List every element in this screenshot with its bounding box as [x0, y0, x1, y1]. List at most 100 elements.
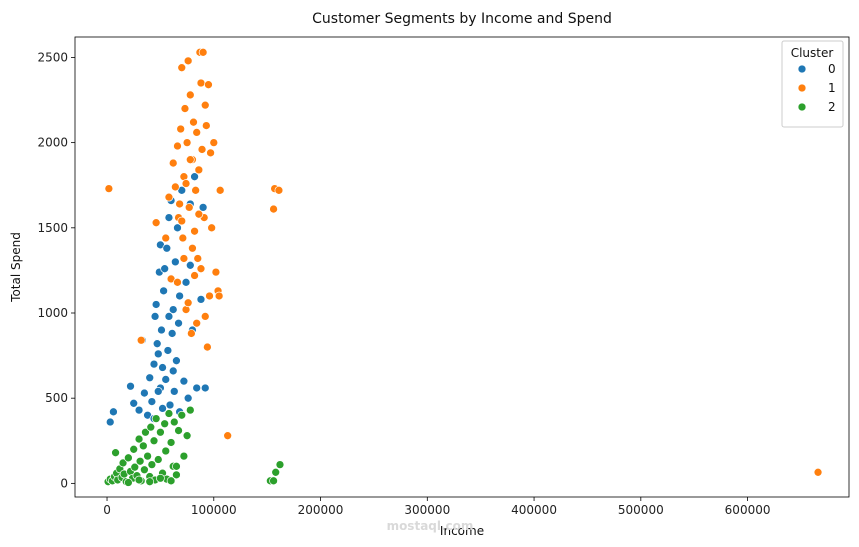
- point-cluster-0: [167, 329, 177, 338]
- point-cluster-0: [153, 349, 163, 359]
- point-cluster-2: [129, 444, 139, 454]
- point-cluster-0: [153, 387, 163, 396]
- point-cluster-0: [171, 257, 180, 267]
- point-cluster-0: [183, 393, 193, 403]
- point-cluster-1: [813, 467, 823, 477]
- point-cluster-1: [191, 185, 200, 195]
- point-cluster-1: [164, 192, 174, 202]
- point-cluster-1: [205, 291, 214, 301]
- point-cluster-1: [188, 243, 197, 253]
- point-cluster-1: [207, 223, 217, 233]
- point-cluster-1: [183, 298, 193, 308]
- point-cluster-1: [178, 233, 188, 243]
- point-cluster-1: [180, 104, 190, 113]
- point-cluster-2: [147, 460, 157, 469]
- point-cluster-1: [181, 179, 191, 188]
- point-cluster-2: [118, 458, 128, 468]
- point-cluster-0: [158, 363, 167, 372]
- point-cluster-0: [174, 318, 183, 328]
- point-cluster-1: [200, 100, 210, 110]
- point-cluster-2: [275, 460, 285, 469]
- point-cluster-2: [166, 438, 176, 447]
- point-cluster-1: [177, 216, 187, 226]
- point-cluster-1: [201, 121, 211, 130]
- point-cluster-2: [145, 477, 155, 487]
- legend-marker-1: [797, 83, 807, 93]
- point-cluster-1: [179, 254, 189, 263]
- point-cluster-1: [190, 271, 199, 280]
- point-cluster-0: [105, 417, 115, 427]
- legend: Cluster 0 1 2: [781, 40, 844, 128]
- point-cluster-2: [151, 414, 161, 423]
- x-tick-label: 400000: [511, 503, 557, 517]
- point-cluster-0: [190, 172, 199, 182]
- point-cluster-1: [104, 184, 114, 193]
- legend-title: Cluster: [791, 46, 834, 60]
- point-cluster-0: [157, 325, 166, 335]
- point-cluster-1: [211, 267, 221, 277]
- point-cluster-2: [185, 405, 195, 415]
- x-tick-label: 600000: [725, 503, 771, 517]
- point-cluster-1: [194, 165, 204, 175]
- point-cluster-2: [179, 451, 189, 461]
- point-cluster-0: [165, 400, 175, 410]
- x-tick-label: 200000: [298, 503, 344, 517]
- point-cluster-0: [126, 381, 135, 391]
- point-cluster-1: [196, 78, 206, 88]
- point-cluster-2: [149, 436, 159, 446]
- point-cluster-0: [158, 404, 167, 413]
- point-cluster-1: [190, 226, 199, 236]
- point-cluster-0: [162, 243, 172, 253]
- point-cluster-1: [183, 56, 193, 66]
- y-tick-label: 2000: [37, 136, 68, 150]
- point-cluster-2: [169, 417, 179, 427]
- point-cluster-0: [160, 264, 170, 274]
- point-cluster-2: [124, 478, 133, 487]
- point-cluster-0: [168, 366, 178, 376]
- point-cluster-1: [173, 141, 182, 151]
- point-cluster-0: [168, 305, 178, 314]
- point-cluster-2: [172, 470, 181, 480]
- point-cluster-0: [196, 295, 206, 304]
- point-cluster-0: [161, 375, 171, 384]
- point-cluster-2: [146, 422, 156, 432]
- point-cluster-1: [171, 182, 180, 192]
- point-cluster-1: [192, 128, 202, 137]
- point-cluster-2: [138, 441, 148, 451]
- point-cluster-1: [182, 138, 192, 147]
- point-cluster-0: [179, 376, 189, 386]
- point-cluster-2: [156, 427, 165, 437]
- point-cluster-1: [214, 291, 224, 301]
- point-cluster-2: [166, 476, 176, 486]
- point-cluster-1: [185, 90, 195, 100]
- legend-label-1: 1: [828, 81, 836, 95]
- point-cluster-1: [185, 155, 195, 165]
- point-cluster-2: [130, 462, 140, 472]
- point-cluster-2: [164, 409, 174, 418]
- point-cluster-1: [223, 431, 233, 441]
- point-cluster-0: [164, 312, 174, 321]
- chart-title: Customer Segments by Income and Spend: [312, 11, 612, 27]
- point-cluster-0: [152, 339, 162, 349]
- point-cluster-0: [140, 388, 149, 398]
- y-tick-label: 0: [60, 476, 68, 490]
- y-tick-label: 1000: [37, 306, 68, 320]
- point-cluster-2: [135, 456, 145, 466]
- x-axis-ticks: 0 100000 200000 300000 400000 500000 600000: [103, 497, 770, 517]
- x-tick-label: 0: [103, 503, 111, 517]
- x-tick-label: 100000: [191, 503, 237, 517]
- point-cluster-1: [203, 342, 212, 352]
- point-cluster-2: [174, 426, 183, 435]
- point-cluster-1: [168, 158, 178, 168]
- point-cluster-0: [145, 373, 155, 383]
- legend-label-2: 2: [828, 100, 836, 114]
- point-cluster-1: [177, 63, 187, 73]
- legend-marker-0: [797, 64, 807, 74]
- point-cluster-1: [198, 47, 208, 57]
- point-cluster-1: [206, 148, 215, 158]
- point-cluster-2: [124, 453, 133, 463]
- x-tick-label: 300000: [404, 503, 450, 517]
- point-cluster-0: [175, 291, 184, 301]
- point-cluster-2: [156, 473, 165, 483]
- point-cluster-0: [200, 383, 210, 393]
